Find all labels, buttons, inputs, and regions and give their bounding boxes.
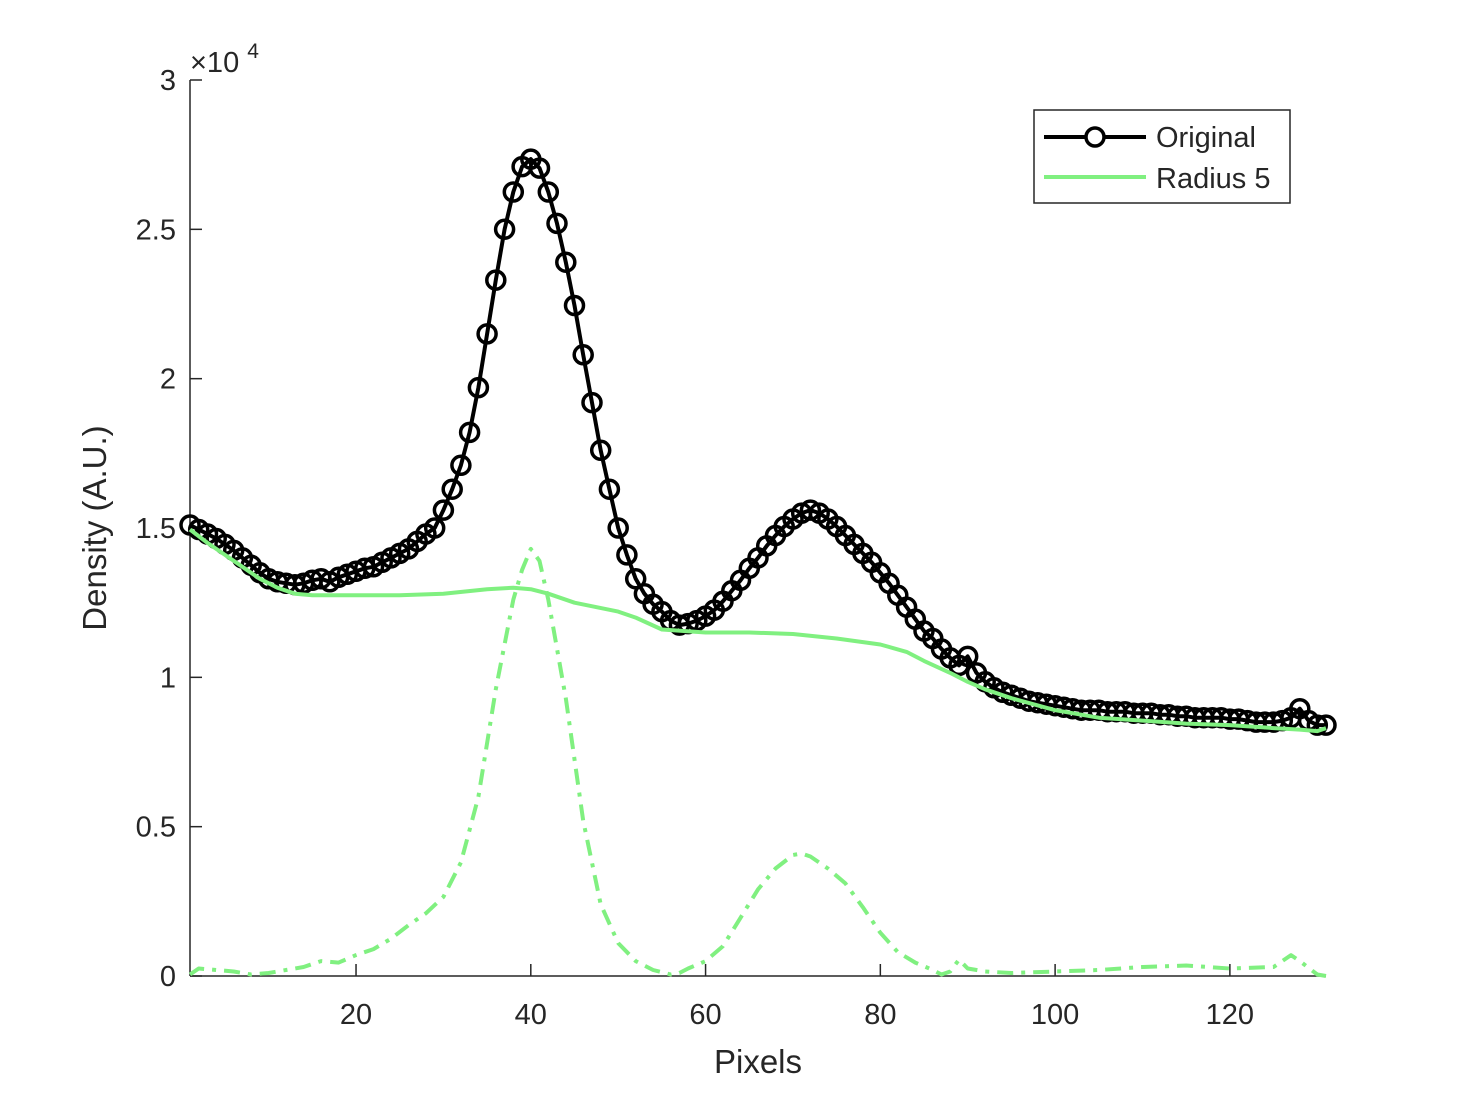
original-point — [450, 454, 472, 477]
series-original — [179, 148, 1337, 736]
original-point — [555, 251, 577, 273]
original-point — [467, 376, 490, 399]
original-point — [607, 517, 629, 539]
x-tick-label: 40 — [515, 999, 547, 1031]
series-difference — [188, 546, 1327, 978]
original-point — [423, 517, 446, 539]
y-axis-exponent: ×10 4 — [190, 40, 259, 79]
series-radius-5 — [188, 527, 1327, 734]
x-tick-label: 20 — [340, 999, 372, 1031]
y-tick-label: 1 — [160, 662, 176, 694]
x-tick-label: 80 — [864, 999, 896, 1031]
original-point — [485, 269, 507, 291]
x-tick-label: 120 — [1206, 999, 1254, 1031]
y-axis-exponent-power: 4 — [247, 40, 259, 63]
original-point — [502, 181, 525, 203]
original-point — [458, 421, 481, 444]
original-point — [546, 212, 568, 235]
y-axis-label: Density (A.U.) — [76, 425, 113, 630]
series-layer — [179, 148, 1337, 978]
original-point — [528, 157, 551, 179]
original-point — [598, 478, 621, 500]
original-point — [441, 478, 463, 500]
difference-line — [188, 546, 1327, 978]
y-tick-label: 2 — [160, 364, 176, 396]
y-tick-label: 1.5 — [136, 513, 176, 545]
original-point — [432, 499, 455, 521]
original-point — [476, 323, 498, 345]
original-point — [1315, 714, 1337, 736]
legend-radius-5-label: Radius 5 — [1156, 163, 1270, 195]
original-line — [189, 157, 1326, 728]
original-point — [572, 344, 594, 366]
y-tick-label: 0 — [160, 961, 176, 993]
original-point — [563, 294, 586, 317]
legend-original-label: Original — [1156, 122, 1256, 154]
legend-box — [1033, 109, 1291, 204]
axes: 20 40 60 80 100 120 0 0.5 1 1.5 2 2.5 3 — [136, 65, 1326, 1031]
legend: Original Radius 5 — [1033, 109, 1291, 204]
original-point — [537, 181, 560, 203]
legend-original-marker — [1084, 126, 1106, 148]
y-tick-label: 2.5 — [136, 214, 176, 246]
x-tick-label: 100 — [1031, 999, 1079, 1031]
x-axis-label: Pixels — [714, 1043, 802, 1080]
radius-5-line — [188, 527, 1327, 734]
original-point — [581, 391, 603, 414]
y-tick-label: 3 — [160, 65, 176, 97]
x-tick-label: 60 — [689, 999, 721, 1031]
original-point — [1306, 714, 1329, 736]
y-tick-label: 0.5 — [136, 812, 176, 844]
original-point — [493, 218, 516, 241]
y-axis-exponent-base: ×10 — [190, 47, 239, 79]
original-point — [616, 544, 638, 566]
original-point — [589, 439, 612, 462]
original-point — [956, 645, 979, 668]
